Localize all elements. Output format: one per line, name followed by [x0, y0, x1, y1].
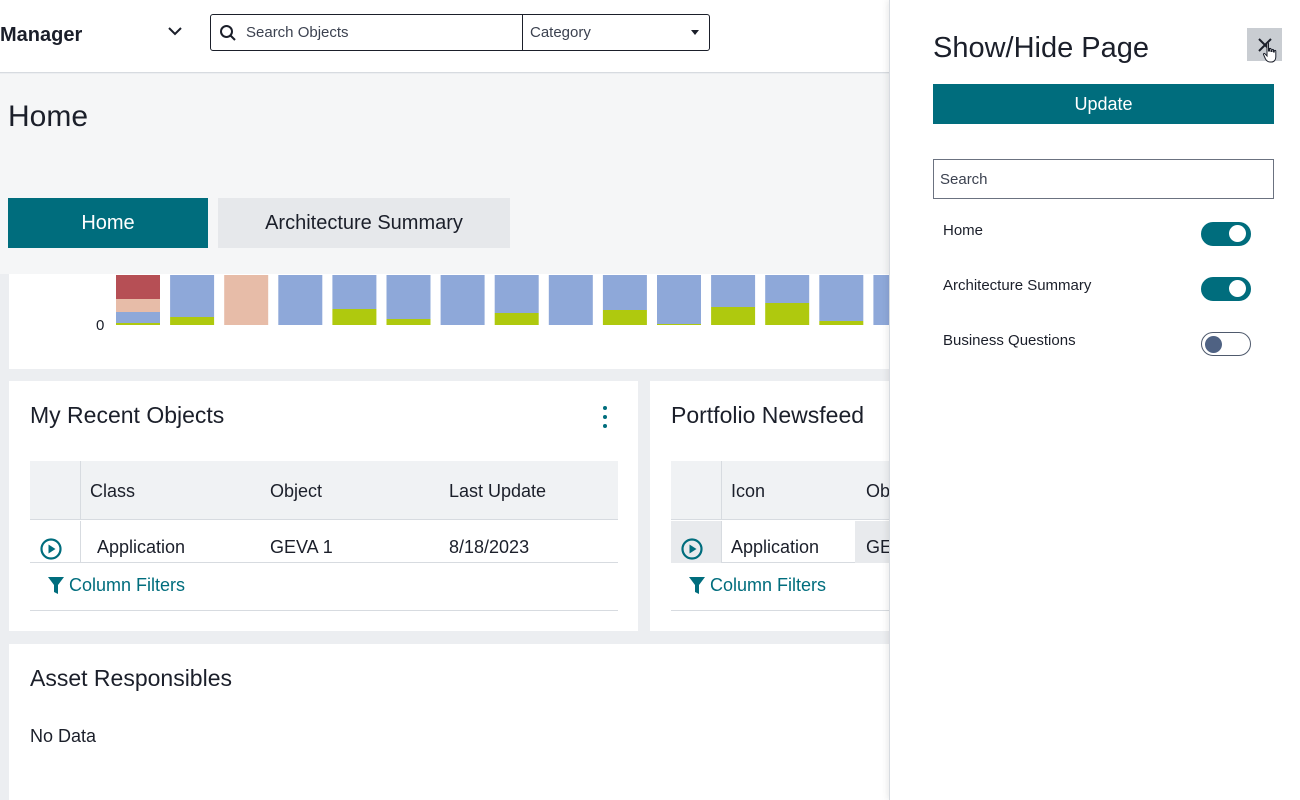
search-box[interactable] [211, 15, 523, 50]
column-header-object[interactable]: Object [270, 481, 323, 501]
divider [30, 610, 618, 611]
column-divider [721, 461, 722, 520]
cell-object[interactable]: GEVA 1 [270, 537, 333, 557]
chart-bar-segment[interactable] [116, 299, 160, 312]
cell-class: Application [97, 537, 186, 557]
toggle-label: Business Questions [943, 332, 1076, 349]
play-circle-icon[interactable] [681, 538, 703, 560]
chart-bar-segment[interactable] [765, 275, 810, 303]
column-divider [80, 521, 81, 563]
chart-bar-segment[interactable] [440, 275, 485, 325]
visibility-toggle[interactable] [1201, 277, 1251, 301]
table-row[interactable]: Application GEVA 1 8/18/2023 [30, 521, 618, 563]
asset-responsibles-card: Asset Responsibles No Data [9, 644, 890, 800]
category-label: Category [530, 24, 591, 41]
visibility-toggle[interactable] [1201, 222, 1251, 246]
column-divider [80, 461, 81, 520]
chart-bar-segment[interactable] [711, 307, 756, 325]
column-filters-label: Column Filters [710, 575, 827, 595]
toggle-knob [1205, 336, 1222, 353]
toggle-knob [1229, 225, 1246, 242]
chart-bar-segment[interactable] [116, 275, 160, 299]
chart-bar-segment[interactable] [386, 319, 431, 325]
chart-bar-segment[interactable] [602, 310, 647, 325]
chart-bar-segment[interactable] [494, 275, 539, 313]
chart-bar-segment[interactable] [386, 275, 431, 319]
chart-bar-segment[interactable] [494, 313, 539, 325]
column-header-last-update[interactable]: Last Update [449, 481, 547, 501]
global-search: Category [210, 14, 710, 51]
tab-architecture-summary[interactable]: Architecture Summary [218, 198, 510, 248]
chart-bar-segment[interactable] [657, 275, 701, 324]
chart-bar-segment[interactable] [116, 323, 160, 325]
divider [671, 610, 890, 611]
recent-objects-header: Class Object Last Update [30, 461, 618, 520]
filter-icon [48, 576, 64, 594]
column-divider [721, 521, 722, 563]
chart-bar-segment[interactable] [819, 321, 864, 325]
table-row[interactable]: Application GE [671, 521, 890, 563]
show-hide-page-panel: Show/Hide Page Update Home Architecture … [889, 0, 1300, 800]
page-header: Home Home Architecture Summary [0, 74, 890, 274]
y-tick-zero: 0 [96, 317, 105, 334]
hand-cursor-icon [1262, 42, 1277, 63]
empty-state-text: No Data [30, 726, 97, 746]
cell-last-update: 8/18/2023 [449, 537, 530, 557]
chart-bar-segment[interactable] [657, 324, 701, 325]
newsfeed-title: Portfolio Newsfeed [671, 402, 865, 428]
column-header-class[interactable]: Class [90, 481, 136, 501]
page-toggle-architecture-summary: Architecture Summary [943, 277, 1253, 303]
chart-bar-segment[interactable] [873, 275, 890, 325]
search-input[interactable] [246, 24, 506, 41]
chart-bar-segment[interactable] [278, 275, 323, 325]
chart-bar-segment[interactable] [765, 303, 810, 325]
more-options-icon[interactable] [601, 406, 609, 428]
row-selector-cell [671, 521, 721, 563]
category-select[interactable]: Category [523, 15, 709, 50]
recent-objects-card: My Recent Objects Class Object Last Upda… [9, 381, 638, 631]
tab-home[interactable]: Home [8, 198, 208, 248]
object-cell-bg [855, 521, 890, 563]
visibility-toggle[interactable] [1201, 332, 1251, 356]
chart-bar-segment[interactable] [332, 309, 377, 325]
column-filters-link[interactable]: Column Filters [47, 575, 185, 596]
page-title: Home [8, 100, 89, 133]
chart-bar-segment[interactable] [819, 275, 864, 321]
recent-objects-title: My Recent Objects [30, 402, 225, 428]
chart-bar-segment[interactable] [170, 275, 215, 317]
toggle-knob [1229, 280, 1246, 297]
newsfeed-header: Icon Ob [671, 461, 890, 520]
search-icon [220, 24, 236, 41]
toggle-label: Home [943, 222, 984, 239]
filter-icon [689, 576, 705, 594]
column-filters-link[interactable]: Column Filters [688, 575, 826, 596]
update-button[interactable]: Update [933, 84, 1274, 124]
app-title: Manager [0, 24, 83, 46]
column-filters-label: Column Filters [69, 575, 186, 595]
toggle-label: Architecture Summary [943, 277, 1092, 294]
play-circle-icon[interactable] [40, 538, 62, 560]
column-header-object[interactable]: Ob [866, 481, 890, 501]
chart-bar-segment[interactable] [224, 275, 269, 325]
chart-card: 0 [9, 274, 890, 369]
page-toggle-business-questions: Business Questions [943, 332, 1253, 358]
chevron-down-icon[interactable] [166, 22, 184, 40]
chart-bar-segment[interactable] [116, 312, 160, 323]
portfolio-newsfeed-card: Portfolio Newsfeed Icon Ob Application G… [650, 381, 890, 631]
chart-bar-segment[interactable] [548, 275, 593, 325]
panel-title: Show/Hide Page [933, 32, 1150, 64]
cell-object[interactable]: GE [866, 537, 890, 557]
chart-bar-segment[interactable] [602, 275, 647, 310]
page-search-input[interactable] [933, 159, 1274, 199]
cell-icon: Application [731, 537, 820, 557]
column-header-icon[interactable]: Icon [731, 481, 766, 501]
chart-bar-segment[interactable] [170, 317, 215, 325]
page-toggle-home: Home [943, 222, 1253, 248]
chart-bar-segment[interactable] [711, 275, 756, 307]
asset-responsibles-title: Asset Responsibles [30, 665, 232, 691]
chart-bar-segment[interactable] [332, 275, 377, 309]
stacked-bar-chart [116, 275, 890, 325]
caret-down-icon [691, 30, 699, 35]
